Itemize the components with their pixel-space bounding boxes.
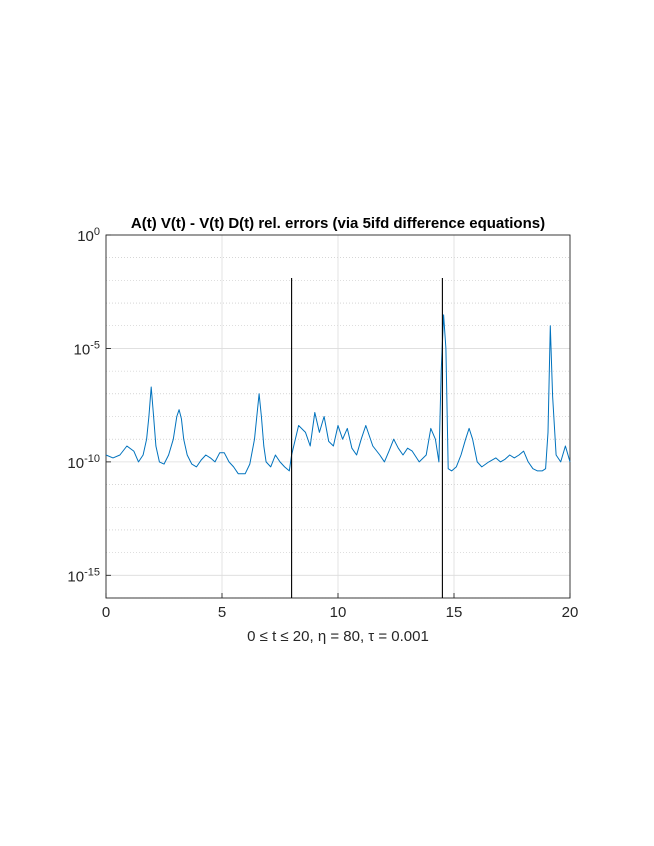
series-line (105, 314, 571, 475)
x-axis-label: 0 ≤ t ≤ 20, η = 80, τ = 0.001 (247, 628, 429, 645)
x-tick-label: 0 (102, 604, 110, 621)
y-axis: 100 10-5 10-10 10-15 (67, 226, 111, 585)
y-tick-label: 10-15 (67, 566, 100, 585)
y-tick-label: 100 (77, 226, 100, 245)
x-tick-label: 15 (446, 604, 463, 621)
y-tick-label: 10-5 (74, 339, 100, 358)
y-tick-label: 10-10 (67, 453, 100, 472)
x-tick-label: 20 (562, 604, 579, 621)
chart-title: A(t) V(t) - V(t) D(t) rel. errors (via 5… (131, 215, 545, 232)
x-axis: 0 5 10 15 20 (102, 593, 579, 621)
vertical-lines (291, 278, 443, 598)
x-tick-label: 5 (218, 604, 226, 621)
series-layer (105, 314, 571, 475)
grid (105, 234, 571, 599)
x-tick-label: 10 (330, 604, 347, 621)
